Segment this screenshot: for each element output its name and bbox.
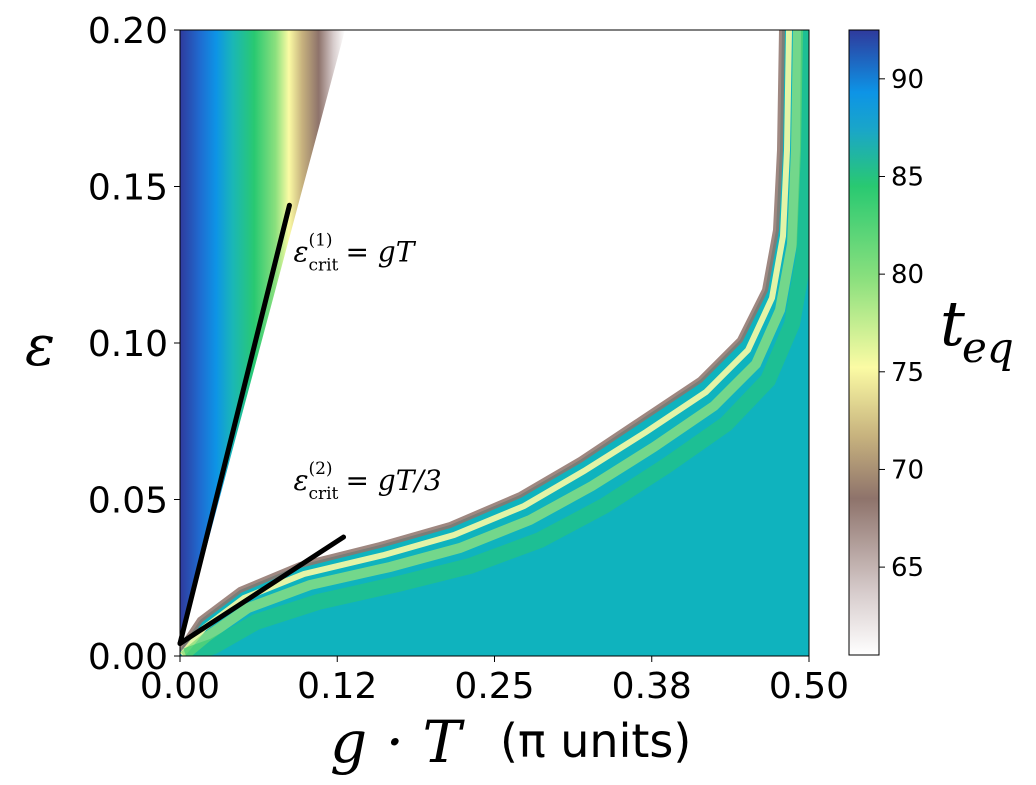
colorbar-tick-label: 90 — [891, 65, 924, 95]
eps-crit-1-line — [177, 202, 292, 646]
y-tick-label: 0.10 — [88, 324, 168, 365]
x-tick-label: 0.50 — [769, 666, 849, 707]
annotation-eps-crit-2: ε (2) crit = gT/3 — [293, 459, 441, 504]
y-tick-label: 0.00 — [88, 637, 168, 678]
x-axis-label-var: g · T — [330, 708, 465, 776]
colorbar-tick-label: 65 — [891, 553, 924, 583]
annotation-base: ε — [293, 236, 308, 269]
x-axis-label-unit: (π units) — [500, 714, 691, 768]
colorbar-ticks: 65 70 75 80 85 90 — [879, 65, 924, 583]
overlay-lines — [177, 202, 347, 646]
heatmap-lower-region — [180, 30, 809, 656]
y-tick-label: 0.15 — [88, 168, 168, 209]
x-tick-label: 0.25 — [454, 666, 534, 707]
eps-crit-2-line — [177, 534, 347, 646]
colorbar-label-sub: eq — [962, 323, 1014, 372]
annotation-rhs: = gT/3 — [345, 464, 441, 497]
annotation-sup: (2) — [308, 459, 332, 479]
heatmap-boundary-band-green — [180, 30, 803, 656]
x-axis-label: g · T (π units) — [330, 708, 691, 776]
colorbar-label: t eq — [940, 287, 1014, 372]
colorbar-tick-label: 80 — [891, 260, 924, 290]
annotation-sub: crit — [308, 256, 338, 276]
annotation-sup: (1) — [308, 231, 332, 251]
y-axis-label: ε — [25, 314, 55, 379]
colorbar-tick-label: 85 — [891, 162, 924, 192]
annotation-base: ε — [293, 464, 308, 497]
heatmap-left-wedge — [180, 30, 345, 646]
colorbar — [848, 29, 880, 656]
annotation-rhs: = gT — [345, 236, 416, 269]
annotation-eps-crit-1: ε (1) crit = gT — [293, 231, 416, 276]
annotations: ε (1)crit = gTε (2)crit = gT/3 — [293, 231, 441, 504]
y-axis-ticks: 0.00 0.05 0.10 0.15 0.20 — [88, 11, 180, 678]
x-tick-label: 0.12 — [297, 666, 377, 707]
x-tick-label: 0.38 — [612, 666, 692, 707]
colorbar-label-base: t — [940, 287, 965, 360]
heatmap-field — [180, 30, 809, 656]
x-tick-label: 0.00 — [140, 666, 220, 707]
annotation-sub: crit — [308, 484, 338, 504]
y-tick-label: 0.20 — [88, 11, 168, 52]
colorbar-tick-label: 75 — [891, 358, 924, 388]
heatmap-boundary-band-green2 — [183, 30, 809, 656]
x-axis-ticks: 0.00 0.12 0.25 0.38 0.50 — [140, 656, 849, 707]
y-tick-label: 0.05 — [88, 481, 168, 522]
heatmap-boundary-band — [180, 30, 785, 652]
colorbar-tick-label: 70 — [891, 455, 924, 485]
